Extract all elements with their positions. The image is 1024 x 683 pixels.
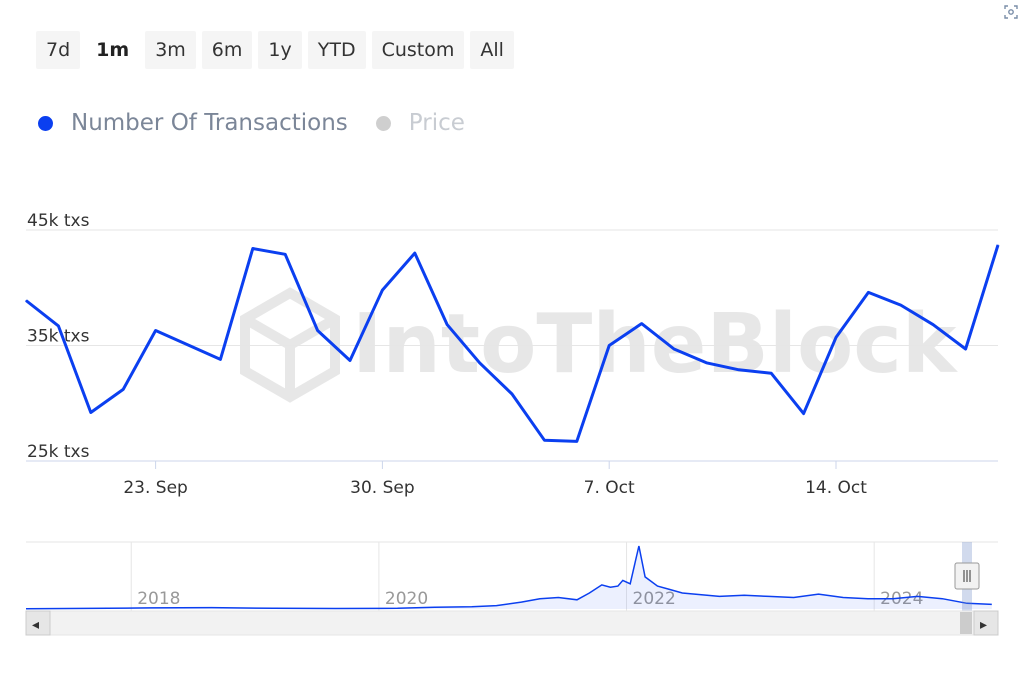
data-point [965,348,967,350]
data-point [122,388,124,390]
navigator-tick-label: 2024 [880,589,923,609]
y-tick-label: 45k txs [27,211,90,231]
data-point [900,304,902,306]
data-point [381,289,383,291]
data-point [57,325,59,327]
data-point [155,329,157,331]
scroll-left-button[interactable] [25,610,51,636]
x-tick-label: 30. Sep [350,478,414,498]
navigator-handle[interactable] [954,562,980,590]
data-point [770,372,772,374]
legend-item-number-of-transactions[interactable]: Number Of Transactions [38,110,348,136]
legend-label: Number Of Transactions [71,110,348,136]
x-tick-label: 14. Oct [805,478,867,498]
scrollbar[interactable]: ◂ ▸ [25,610,999,636]
navigator: 2018 2020 2022 2024 [25,541,998,611]
y-tick-label: 35k txs [27,327,90,347]
scrollbar-thumb[interactable] [960,612,972,634]
watermark: IntoTheBlock [240,287,959,403]
scroll-right-arrow-icon: ▸ [980,617,987,633]
data-point [803,413,805,415]
data-point [576,440,578,442]
data-point [705,362,707,364]
x-tick-label: 23. Sep [123,478,187,498]
y-tick-label: 25k txs [27,442,90,462]
series-line-transactions [25,244,1000,443]
range-selector: 7d 1m 3m 6m 1y YTD Custom All [36,31,514,69]
data-point [835,336,837,338]
data-point [25,299,27,301]
range-button-7d[interactable]: 7d [36,31,81,69]
range-button-ytd[interactable]: YTD [307,31,366,69]
navigator-tick-label: 2020 [385,589,428,609]
range-button-1y[interactable]: 1y [258,31,302,69]
data-point [997,244,999,246]
data-point [317,329,319,331]
watermark-text: IntoTheBlock [352,297,959,392]
data-point [641,323,643,325]
data-point [90,411,92,413]
range-button-3m[interactable]: 3m [145,31,196,69]
data-point [479,362,481,364]
legend-dot-icon [38,115,53,131]
data-point [738,369,740,371]
range-button-all[interactable]: All [470,31,514,69]
range-button-6m[interactable]: 6m [201,31,253,69]
navigator-selection[interactable] [962,542,972,611]
data-point [414,252,416,254]
legend-item-price[interactable]: Price [375,110,465,136]
data-point [673,348,675,350]
range-button-custom[interactable]: Custom [371,31,465,69]
data-point [867,291,869,293]
legend: Number Of Transactions Price [38,110,493,136]
navigator-line [25,545,992,610]
scroll-left-arrow-icon: ◂ [32,617,39,633]
data-point [446,324,448,326]
data-point [932,324,934,326]
legend-dot-icon [375,115,391,131]
data-point [543,439,545,441]
scroll-right-button[interactable] [973,610,999,636]
fullscreen-icon[interactable] [1003,4,1019,20]
legend-label: Price [408,110,465,136]
data-point [608,345,610,346]
data-point [284,253,286,255]
navigator-area [26,546,992,609]
data-point [349,360,351,362]
data-point [252,247,254,249]
x-tick-label: 7. Oct [584,478,635,498]
data-point [219,358,221,360]
range-button-1m[interactable]: 1m [86,31,140,69]
data-point [511,393,513,395]
navigator-tick-label: 2022 [633,589,676,609]
navigator-tick-label: 2018 [137,589,180,609]
